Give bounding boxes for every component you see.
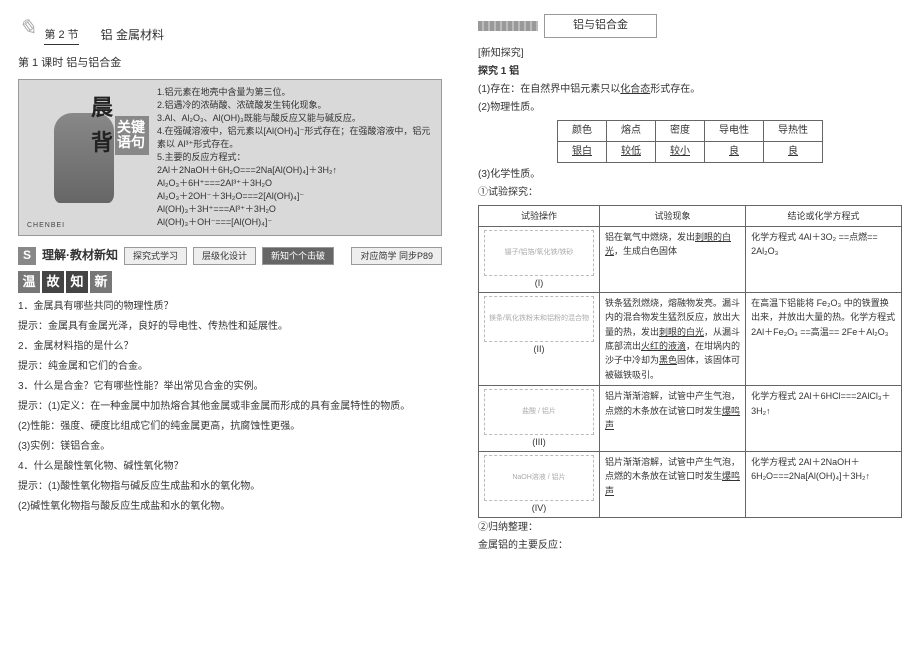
table-row: 镊子/铝箔/氧化铁/铁砂(I) 铝在氧气中燃烧，发出刺眼的白光，生成白色固体 化… [479, 226, 902, 292]
existence: (1)存在：在自然界中铝元素只以化合态形式存在。 [478, 82, 902, 98]
chenbei-pinyin: CHENBEI [27, 220, 65, 231]
pill-bar [478, 21, 538, 31]
point: 3.Al、Al₂O₃、Al(OH)₃既能与酸反应又能与碱反应。 [157, 112, 433, 125]
th-eq: 结论或化学方程式 [746, 205, 902, 226]
wg-gu: 故 [42, 271, 64, 293]
property-table: 颜色 熔点 密度 导电性 导热性 银白 较低 较小 良 良 [557, 120, 823, 163]
th-cond-e: 导电性 [705, 120, 764, 141]
tab-newknowledge[interactable]: 新知个个击破 [262, 247, 334, 265]
point: 4.在强碱溶液中，铝元素以[Al(OH)₄]⁻形式存在；在强酸溶液中，铝元素以 … [157, 125, 433, 151]
v-cond-e: 良 [705, 141, 764, 162]
morning-points: 1.铝元素在地壳中含量为第三位。 2.铝遇冷的浓硝酸、浓硫酸发生钝化现象。 3.… [149, 80, 441, 236]
tab-workbook[interactable]: 对应简学 同步P89 [351, 247, 442, 265]
v-density: 较小 [656, 141, 705, 162]
table-row: 银白 较低 较小 良 良 [558, 141, 823, 162]
equation: Al₂O₃＋6H⁺===2Al³⁺＋3H₂O [157, 177, 433, 190]
th-obs: 试验现象 [600, 205, 746, 226]
q1: 1．金属具有哪些共同的物理性质？ [18, 299, 442, 315]
v-cond-h: 良 [764, 141, 823, 162]
exp2-img: 镁条/氧化铁粉末和铝粉的混合物(II) [479, 292, 600, 385]
qa-block: 1．金属具有哪些共同的物理性质？ 提示：金属具有金属光泽，良好的导电性、传热性和… [18, 299, 442, 515]
equation: Al(OH)₃＋3H⁺===Al³⁺＋3H₂O [157, 203, 433, 216]
th-op: 试验操作 [479, 205, 600, 226]
v-color: 银白 [558, 141, 607, 162]
exp1-obs: 铝在氧气中燃烧，发出刺眼的白光，生成白色固体 [600, 226, 746, 292]
exp4-obs: 铝片渐渐溶解，试管中产生气泡，点燃的木条放在试管口时发生爆鸣声 [600, 451, 746, 517]
tab-main-label: 理解·教材新知 [42, 246, 118, 265]
exp4-eq: 化学方程式 2Al＋2NaOH＋6H₂O===2Na[Al(OH)₄]＋3H₂↑ [746, 451, 902, 517]
v-mp: 较低 [607, 141, 656, 162]
q2: 2．金属材料指的是什么？ [18, 339, 442, 355]
exp4-img: NaOH溶液 / 铝片(IV) [479, 451, 600, 517]
morning-recite-box: 晨背 关键语句 CHENBEI 1.铝元素在地壳中含量为第三位。 2.铝遇冷的浓… [18, 79, 442, 237]
q4: 4．什么是酸性氧化物、碱性氧化物？ [18, 459, 442, 475]
th-mp: 熔点 [607, 120, 656, 141]
section-number: 第 2 节 [44, 27, 78, 46]
q3: 3．什么是合金？它有哪些性能？举出常见合金的实例。 [18, 379, 442, 395]
point: 2.铝遇冷的浓硝酸、浓硫酸发生钝化现象。 [157, 99, 433, 112]
exp1-eq: 化学方程式 4Al＋3O₂ ==点燃== 2Al₂O₃ [746, 226, 902, 292]
point: 5.主要的反应方程式： [157, 151, 433, 164]
a3c: (3)实例：镁铝合金。 [18, 439, 442, 455]
table-row: 试验操作 试验现象 结论或化学方程式 [479, 205, 902, 226]
table-row: NaOH溶液 / 铝片(IV) 铝片渐渐溶解，试管中产生气泡，点燃的木条放在试管… [479, 451, 902, 517]
wg-xin: 新 [90, 271, 112, 293]
exp3-obs: 铝片渐渐溶解，试管中产生气泡，点燃的木条放在试管口时发生爆鸣声 [600, 386, 746, 452]
equation: 2Al＋2NaOH＋6H₂O===2Na[Al(OH)₄]＋3H₂↑ [157, 164, 433, 177]
a4b: (2)碱性氧化物指与酸反应生成盐和水的氧化物。 [18, 499, 442, 515]
chenbei-heading: 晨背 [91, 90, 113, 160]
tab-tier[interactable]: 层级化设计 [193, 247, 256, 265]
section-header: ✎ 第 2 节 铝 金属材料 [18, 10, 442, 45]
quill-icon: ✎ [18, 10, 36, 45]
equation: Al₂O₃＋2OH⁻＋3H₂O===2[Al(OH)₄]⁻ [157, 190, 433, 203]
table-row: 镁条/氧化铁粉末和铝粉的混合物(II) 铁条猛烈燃烧，熔融物发亮。漏斗内的混合物… [479, 292, 902, 385]
section-title: 铝 金属材料 [101, 26, 164, 45]
exp2-obs: 铁条猛烈燃烧，熔融物发亮。漏斗内的混合物发生猛烈反应，放出大量的热，发出刺眼的白… [600, 292, 746, 385]
table-row: 颜色 熔点 密度 导电性 导热性 [558, 120, 823, 141]
th-density: 密度 [656, 120, 705, 141]
exp3-img: 盐酸 / 铝片(III) [479, 386, 600, 452]
point: 1.铝元素在地壳中含量为第三位。 [157, 86, 433, 99]
wg-wen: 温 [18, 271, 40, 293]
th-cond-h: 导热性 [764, 120, 823, 141]
th-color: 颜色 [558, 120, 607, 141]
a4a: 提示：(1)酸性氧化物指与碱反应生成盐和水的氧化物。 [18, 479, 442, 495]
wenguzhixin-blocks: 温 故 知 新 [18, 271, 442, 293]
summary-heading: ②归纳整理： [478, 520, 902, 536]
tab-explore[interactable]: 探究式学习 [124, 247, 187, 265]
exp2-eq: 在高温下铝能将 Fe₂O₃ 中的铁置换出来，并放出大量的热。化学方程式 2Al＋… [746, 292, 902, 385]
a1: 提示：金属具有金属光泽，良好的导电性、传热性和延展性。 [18, 319, 442, 335]
exp1-img: 镊子/铝箔/氧化铁/铁砂(I) [479, 226, 600, 292]
tab-bar: S 理解·教材新知 探究式学习 层级化设计 新知个个击破 对应简学 同步P89 [18, 246, 442, 265]
xztj-heading: [新知探究] [478, 46, 902, 62]
a2: 提示：纯金属和它们的合金。 [18, 359, 442, 375]
table-row: 盐酸 / 铝片(III) 铝片渐渐溶解，试管中产生气泡，点燃的木条放在试管口时发… [479, 386, 902, 452]
morning-left-panel: 晨背 关键语句 CHENBEI [19, 80, 149, 236]
phys-heading: (2)物理性质。 [478, 100, 902, 116]
chem-heading: (3)化学性质。 [478, 167, 902, 183]
exp-heading: ①试验探究： [478, 185, 902, 201]
a3b: (2)性能：强度、硬度比组成它们的纯金属更高，抗腐蚀性更强。 [18, 419, 442, 435]
s-icon: S [18, 247, 36, 265]
exp3-eq: 化学方程式 2Al＋6HCl===2AlCl₃＋3H₂↑ [746, 386, 902, 452]
wg-zhi: 知 [66, 271, 88, 293]
lesson-title: 第 1 课时 铝与铝合金 [18, 55, 442, 73]
equation: Al(OH)₃＋OH⁻===[Al(OH)₄]⁻ [157, 216, 433, 229]
unit-pill: 铝与铝合金 [478, 14, 902, 38]
pill-label: 铝与铝合金 [544, 14, 657, 38]
a3a: 提示：(1)定义：在一种金属中加热熔合其他金属或非金属而形成的具有金属特性的物质… [18, 399, 442, 415]
tanjiu1: 探究 1 铝 [478, 64, 902, 80]
main-reaction: 金属铝的主要反应： [478, 538, 902, 554]
keyword-tag: 关键语句 [115, 116, 149, 155]
experiment-table: 试验操作 试验现象 结论或化学方程式 镊子/铝箔/氧化铁/铁砂(I) 铝在氧气中… [478, 205, 902, 518]
